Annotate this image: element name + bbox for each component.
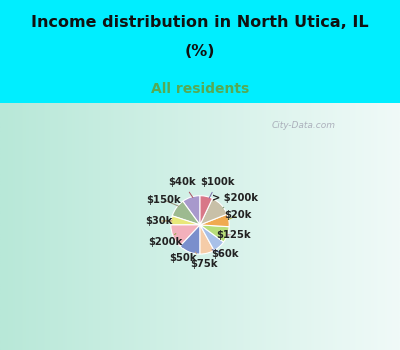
- Text: > $200k: > $200k: [212, 193, 258, 208]
- Text: $60k: $60k: [212, 249, 239, 259]
- Text: $100k: $100k: [200, 177, 235, 198]
- Wedge shape: [200, 214, 229, 227]
- Text: $75k: $75k: [190, 252, 218, 269]
- Wedge shape: [171, 216, 200, 225]
- Text: $150k: $150k: [146, 195, 180, 206]
- Wedge shape: [200, 198, 227, 225]
- Wedge shape: [183, 196, 200, 225]
- Wedge shape: [172, 201, 200, 225]
- Text: $125k: $125k: [216, 230, 250, 240]
- Wedge shape: [171, 225, 200, 246]
- Text: (%): (%): [185, 44, 215, 59]
- Text: $30k: $30k: [146, 216, 173, 226]
- Text: $200k: $200k: [148, 233, 182, 247]
- Text: All residents: All residents: [151, 82, 249, 96]
- Text: $50k: $50k: [169, 247, 196, 263]
- Text: City-Data.com: City-Data.com: [272, 120, 336, 130]
- Text: $20k: $20k: [224, 210, 252, 220]
- Wedge shape: [180, 225, 200, 254]
- Wedge shape: [200, 225, 224, 251]
- Text: Income distribution in North Utica, IL: Income distribution in North Utica, IL: [31, 15, 369, 30]
- Wedge shape: [200, 196, 212, 225]
- Text: $40k: $40k: [169, 177, 196, 197]
- Wedge shape: [200, 225, 229, 242]
- Wedge shape: [200, 225, 214, 254]
